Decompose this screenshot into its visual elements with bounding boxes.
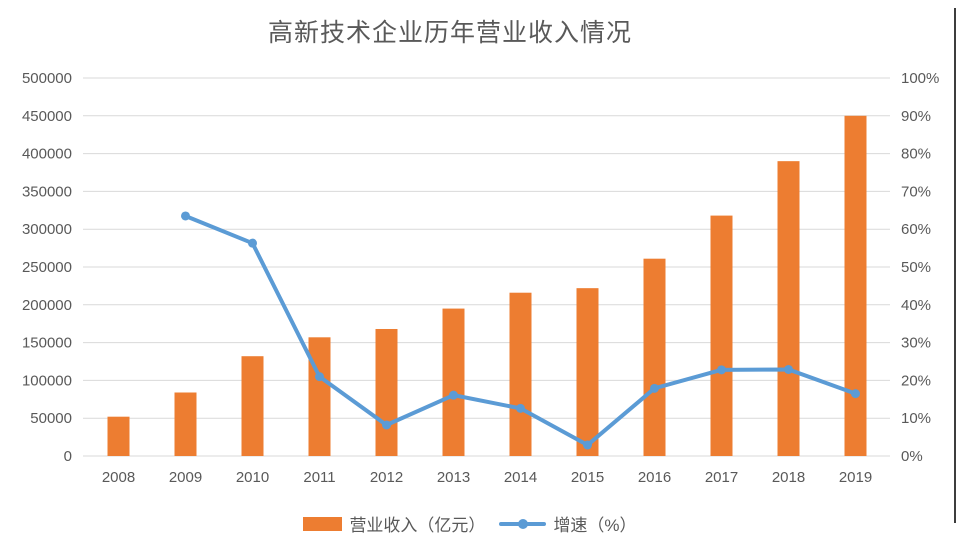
x-axis-tick-label: 2019 — [839, 469, 872, 486]
right-axis-tick-label: 90% — [901, 108, 931, 125]
right-axis-tick-label: 100% — [901, 70, 939, 87]
legend: 营业收入（亿元） 增速（%） — [0, 511, 940, 536]
left-axis-tick-label: 200000 — [22, 297, 72, 314]
growth-point-2019 — [851, 389, 860, 399]
right-axis-tick-label: 50% — [901, 259, 931, 276]
right-axis-tick-label: 0% — [901, 448, 923, 465]
growth-point-2016 — [650, 383, 659, 393]
bar-2008 — [107, 416, 130, 456]
bar-2014 — [509, 292, 532, 456]
x-axis-tick-label: 2013 — [437, 469, 470, 486]
right-axis-tick-label: 80% — [901, 146, 931, 163]
x-axis-tick-label: 2015 — [571, 469, 604, 486]
left-axis-tick-label: 500000 — [22, 70, 72, 87]
bar-2010 — [241, 356, 264, 456]
line-series-swatch-icon — [499, 518, 547, 529]
left-axis-tick-label: 100000 — [22, 372, 72, 389]
right-axis-tick-label: 70% — [901, 183, 931, 200]
legend-item-revenue: 营业收入（亿元） — [303, 511, 485, 536]
x-axis-tick-label: 2017 — [705, 469, 738, 486]
image-border-right — [954, 8, 956, 523]
bar-series-swatch-icon — [303, 516, 343, 531]
bar-2011 — [308, 337, 331, 456]
legend-label-growth: 增速（%） — [553, 516, 637, 535]
right-axis-tick-label: 60% — [901, 221, 931, 238]
legend-label-revenue: 营业收入（亿元） — [349, 516, 486, 535]
bar-2015 — [576, 288, 599, 456]
growth-point-2010 — [248, 238, 257, 248]
growth-point-2009 — [181, 211, 190, 221]
legend-item-growth: 增速（%） — [499, 511, 637, 536]
right-axis-tick-label: 30% — [901, 335, 931, 352]
right-axis-tick-label: 10% — [901, 410, 931, 427]
growth-point-2013 — [449, 390, 458, 400]
x-axis-tick-label: 2011 — [303, 469, 335, 486]
bar-2013 — [442, 308, 465, 456]
bar-2009 — [174, 392, 197, 456]
bar-2019 — [844, 115, 867, 457]
left-axis-tick-label: 0 — [64, 448, 72, 465]
x-axis-tick-label: 2016 — [638, 469, 671, 486]
bar-2018 — [777, 161, 800, 456]
x-axis-tick-label: 2012 — [370, 469, 403, 486]
left-axis-tick-label: 400000 — [22, 146, 72, 163]
chart-title: 高新技术企业历年营业收入情况 — [267, 18, 632, 47]
bar-2012 — [375, 328, 398, 456]
growth-point-2014 — [516, 403, 525, 413]
growth-point-2017 — [717, 365, 726, 375]
left-axis-tick-label: 300000 — [22, 221, 72, 238]
growth-point-2011 — [315, 372, 324, 382]
x-axis-tick-label: 2008 — [102, 469, 135, 486]
right-axis-tick-label: 40% — [901, 297, 931, 314]
x-axis-tick-label: 2014 — [504, 469, 537, 486]
x-axis-tick-label: 2010 — [236, 469, 269, 486]
bar-2016 — [643, 258, 666, 456]
x-axis-tick-label: 2009 — [169, 469, 202, 486]
growth-point-2018 — [784, 364, 793, 374]
x-axis-tick-label: 2018 — [772, 469, 805, 486]
right-axis-tick-label: 20% — [901, 372, 931, 389]
left-axis-tick-label: 150000 — [22, 335, 72, 352]
left-axis-tick-label: 450000 — [22, 108, 72, 125]
left-axis-tick-label: 50000 — [30, 410, 72, 427]
left-axis-tick-label: 350000 — [22, 183, 72, 200]
growth-point-2012 — [382, 420, 391, 430]
growth-point-2015 — [583, 440, 592, 450]
bar-2017 — [710, 215, 733, 456]
left-axis-tick-label: 250000 — [22, 259, 72, 276]
